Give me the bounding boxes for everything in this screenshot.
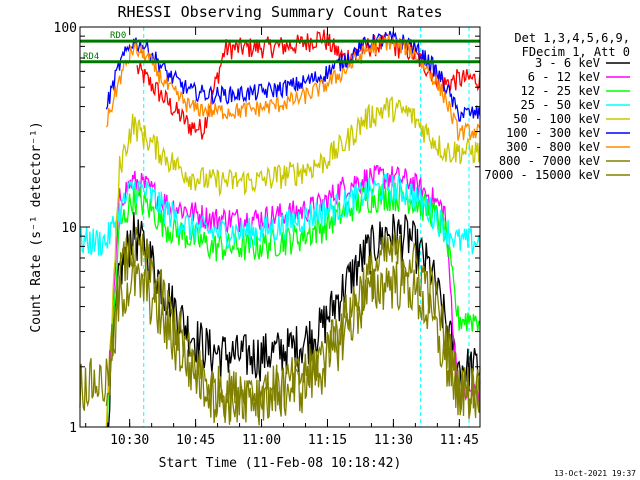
legend-label-5: 100 - 300 keV bbox=[506, 126, 600, 140]
legend-label-7: 800 - 7000 keV bbox=[499, 154, 600, 168]
x-tick-label-5: 11:45 bbox=[440, 433, 479, 448]
legend-label-3: 25 - 50 keV bbox=[521, 98, 600, 112]
plot-area: RD0 RD4 bbox=[79, 27, 481, 428]
series-line-3 bbox=[79, 173, 481, 257]
x-tick-label-1: 10:45 bbox=[176, 433, 215, 448]
series-line-8 bbox=[79, 260, 481, 426]
legend-header-0: Det 1,3,4,5,6,9, bbox=[514, 31, 630, 45]
y-tick-label-0: 1 bbox=[69, 421, 77, 436]
series-line-red-trace bbox=[136, 29, 481, 140]
chart-title: RHESSI Observing Summary Count Rates bbox=[117, 3, 442, 21]
legend-label-0: 3 - 6 keV bbox=[535, 56, 600, 70]
y-tick-label-2: 100 bbox=[54, 21, 77, 36]
legend-label-4: 50 - 100 keV bbox=[513, 112, 600, 126]
flag-label-1: RD4 bbox=[83, 52, 99, 62]
y-axis-label: Count Rate (s⁻¹ detector⁻¹) bbox=[29, 121, 44, 332]
legend: Det 1,3,4,5,6,9,FDecim 1, Att 03 - 6 keV… bbox=[484, 31, 630, 182]
x-tick-label-4: 11:30 bbox=[374, 433, 413, 448]
flag-label-0: RD0 bbox=[110, 31, 126, 41]
series-line-2 bbox=[105, 181, 481, 428]
series-line-5 bbox=[105, 30, 481, 122]
y-tick-label-1: 10 bbox=[61, 221, 77, 236]
legend-header-1: FDecim 1, Att 0 bbox=[522, 45, 630, 59]
legend-label-6: 300 - 800 keV bbox=[506, 140, 600, 154]
legend-label-8: 7000 - 15000 keV bbox=[484, 168, 600, 182]
date-stamp: 13-Oct-2021 19:37 bbox=[554, 469, 636, 478]
series-line-4 bbox=[105, 96, 481, 428]
x-tick-label-2: 11:00 bbox=[242, 433, 281, 448]
legend-label-2: 12 - 25 keV bbox=[521, 84, 600, 98]
x-tick-label-0: 10:30 bbox=[110, 433, 149, 448]
legend-label-1: 6 - 12 keV bbox=[528, 70, 600, 84]
x-axis-label: Start Time (11-Feb-08 10:18:42) bbox=[159, 456, 402, 471]
axes: 10:30 10:45 11:00 11:15 11:30 11:45 1 10 100 bbox=[54, 21, 480, 448]
x-tick-label-3: 11:15 bbox=[308, 433, 347, 448]
series-line-7 bbox=[105, 226, 481, 423]
